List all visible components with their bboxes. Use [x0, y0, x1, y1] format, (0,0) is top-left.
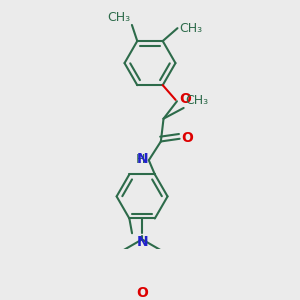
Text: O: O	[179, 92, 191, 106]
Text: CH₃: CH₃	[108, 11, 131, 24]
Text: O: O	[136, 286, 148, 299]
Text: N: N	[136, 235, 148, 249]
Text: CH₃: CH₃	[179, 22, 202, 35]
Text: H: H	[136, 153, 146, 166]
Text: O: O	[182, 131, 194, 145]
Text: N: N	[137, 152, 148, 167]
Text: CH₃: CH₃	[185, 94, 208, 107]
